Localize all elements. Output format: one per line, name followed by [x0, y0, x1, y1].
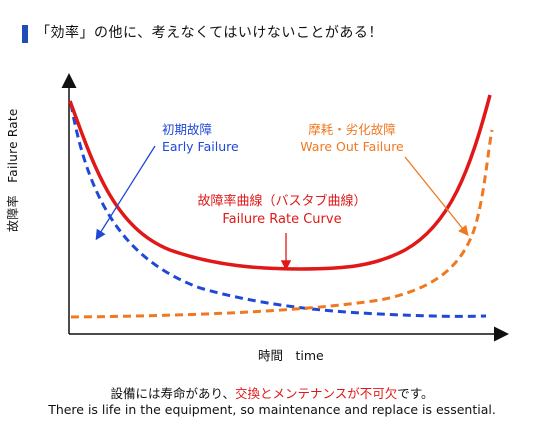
footer-line-1-pre: 設備には寿命があり、 — [110, 386, 235, 401]
title-accent-bar — [22, 25, 28, 43]
page-title: 「効率」の他に、考えなくてはいけないことがある！ — [36, 25, 383, 41]
wear-out-arrow — [404, 156, 469, 237]
early-failure-label: 初期故障 Early Failure — [162, 121, 239, 155]
early-failure-curve — [69, 103, 487, 318]
bathtub-label-jp: 故障率曲線（バスタブ曲線） — [197, 194, 367, 209]
bathtub-label: 故障率曲線（バスタブ曲線） Failure Rate Curve — [182, 193, 382, 229]
y-axis-label: 故障率 Failure Rate — [6, 108, 20, 232]
bathtub-label-en: Failure Rate Curve — [222, 212, 342, 227]
wear-out-label: 摩耗・劣化故障 Ware Out Failure — [298, 121, 406, 155]
wear-out-label-en: Ware Out Failure — [300, 139, 404, 154]
early-failure-label-en: Early Failure — [162, 139, 239, 154]
wear-out-curve — [70, 129, 494, 319]
wear-out-label-jp: 摩耗・劣化故障 — [308, 122, 396, 137]
footer-line-1-post: です。 — [397, 386, 434, 401]
bathtub-curve — [68, 94, 492, 271]
footer-line-2: There is life in the equipment, so maint… — [48, 402, 496, 417]
x-axis-label: 時間 time — [258, 348, 324, 363]
footer-line-1-highlight: 交換とメンテナンスが不可欠 — [234, 386, 398, 401]
early-failure-label-jp: 初期故障 — [162, 122, 213, 137]
footer-line-1: 設備には寿命があり、交換とメンテナンスが不可欠です。 — [0, 383, 544, 402]
early-failure-arrow — [95, 145, 156, 241]
